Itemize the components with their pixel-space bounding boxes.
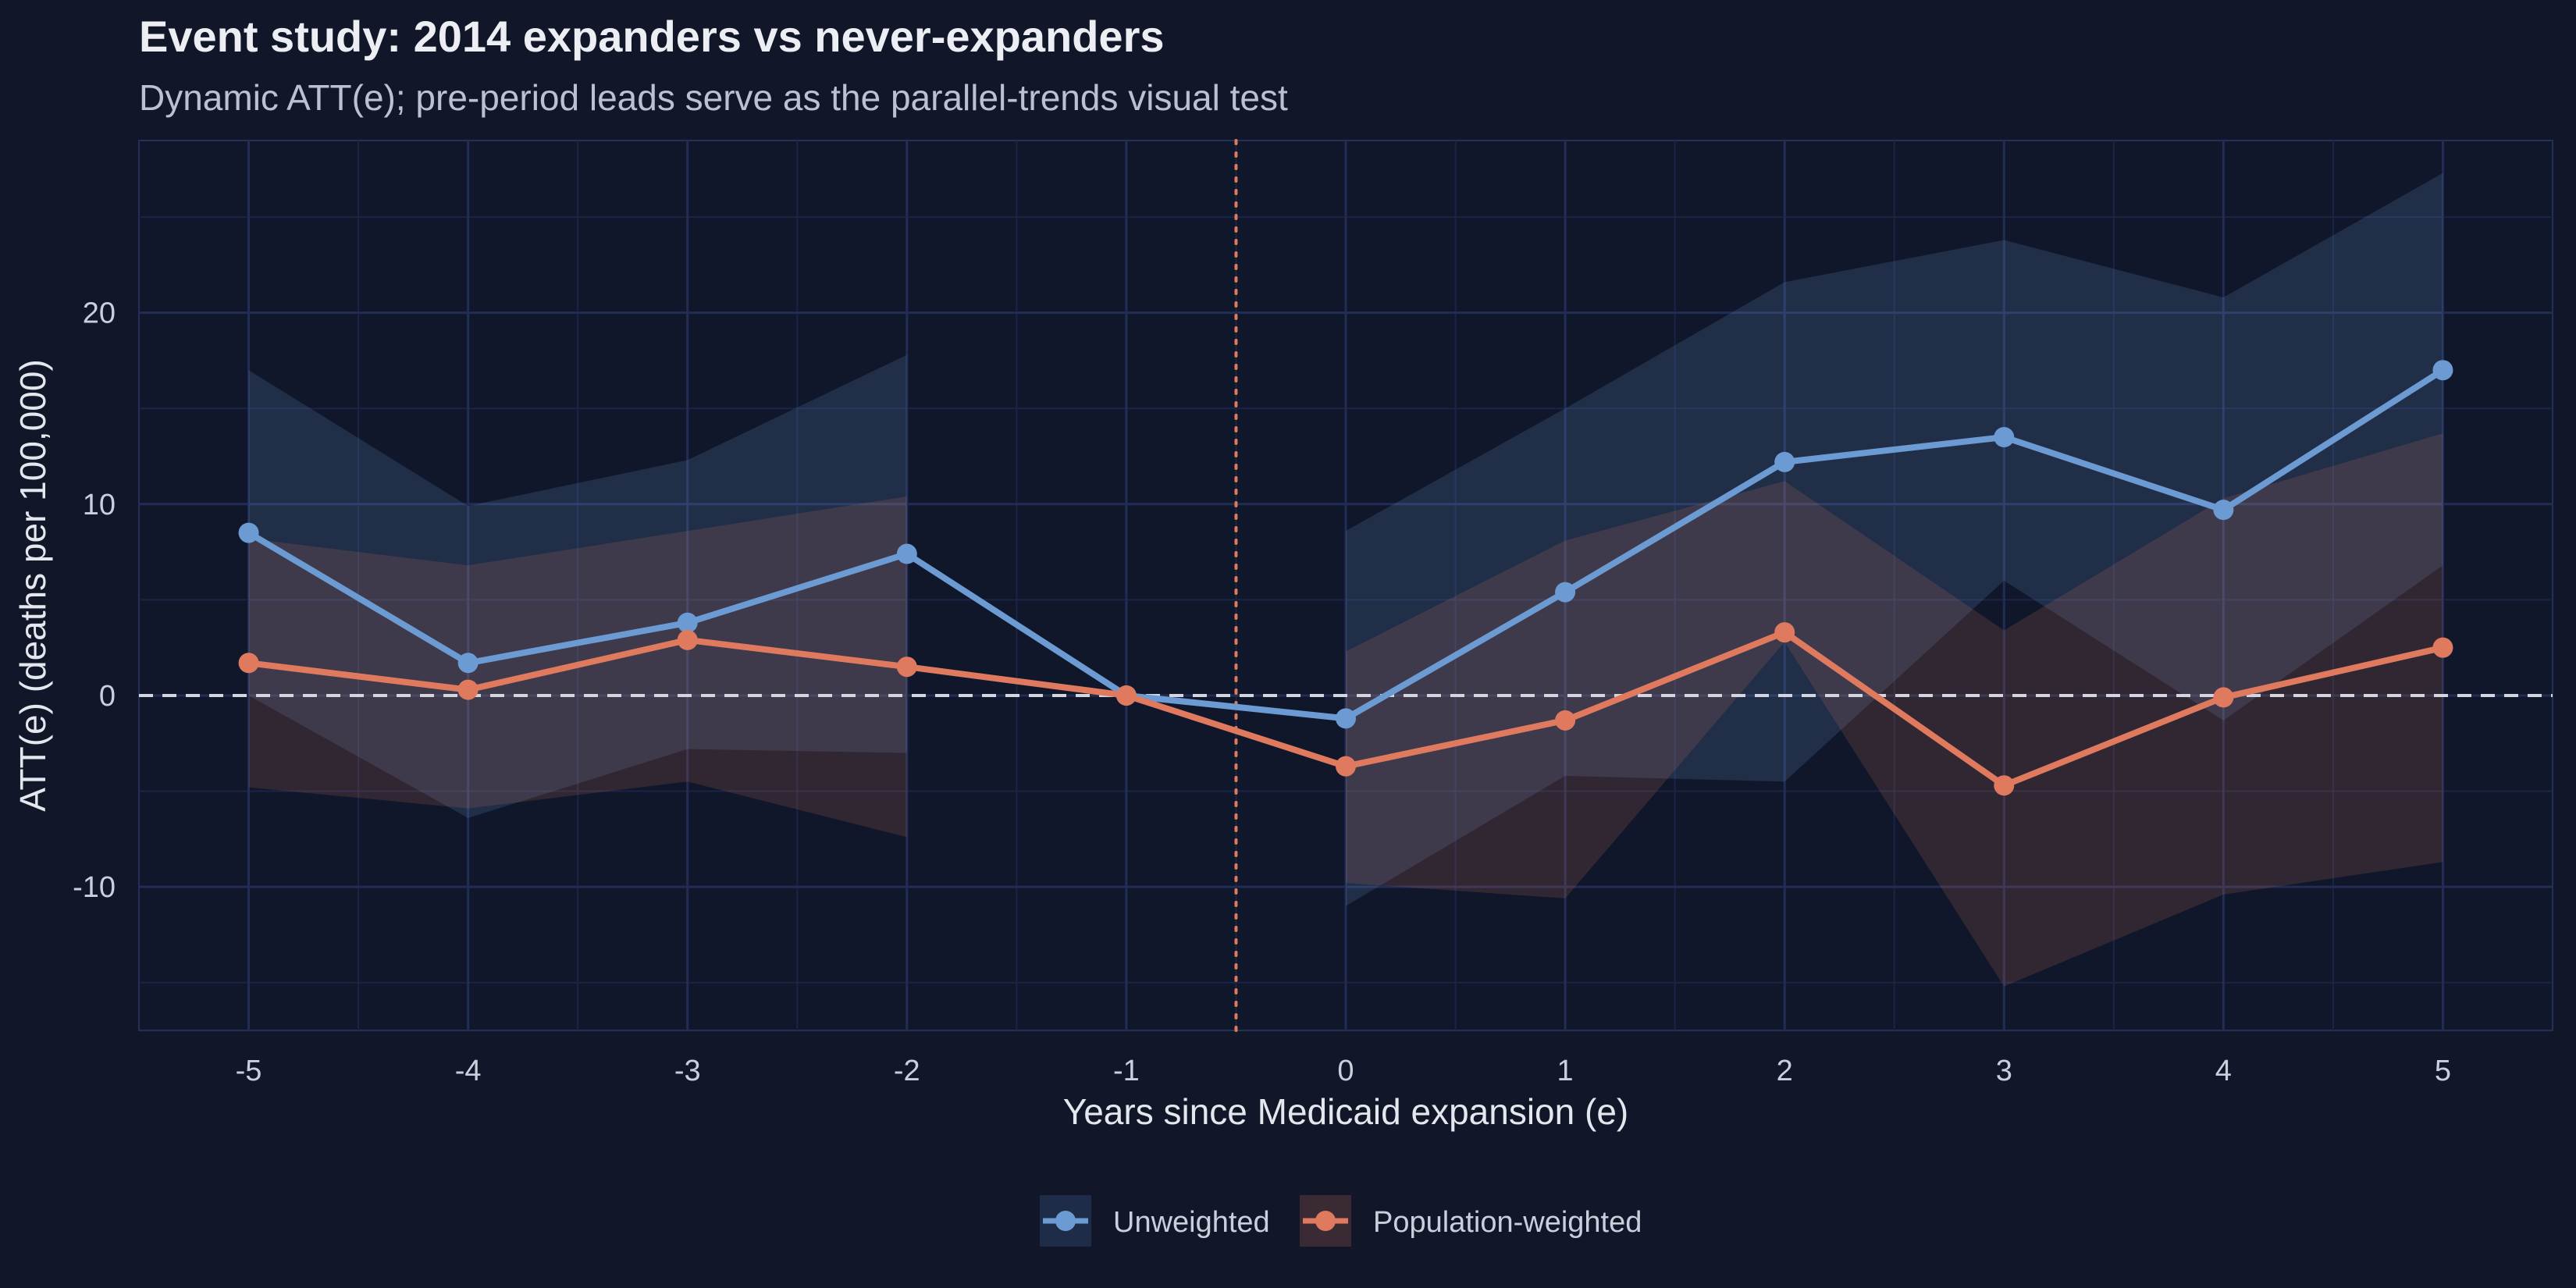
- legend-point-population-weighted: [1315, 1211, 1336, 1231]
- point-population-weighted: [1115, 685, 1137, 706]
- point-unweighted: [1336, 708, 1356, 729]
- point-unweighted: [238, 522, 259, 543]
- chart-subtitle: Dynamic ATT(e); pre-period leads serve a…: [139, 77, 1288, 118]
- point-population-weighted: [896, 656, 917, 678]
- point-unweighted: [2213, 500, 2234, 521]
- grid-minor: [139, 141, 2553, 1030]
- x-tick-label: 0: [1337, 1055, 1354, 1087]
- x-tick-label: -5: [236, 1055, 262, 1087]
- legend-item-population-weighted: Population-weighted: [1300, 1195, 1642, 1247]
- x-tick-label: 2: [1777, 1055, 1793, 1087]
- legend-point-unweighted: [1055, 1211, 1076, 1231]
- x-tick-label: -4: [455, 1055, 482, 1087]
- y-tick-label: 10: [83, 489, 116, 521]
- y-axis-title: ATT(e) (deaths per 100,000): [12, 359, 53, 812]
- y-tick-label: -10: [73, 871, 116, 904]
- ci-ribbon-unweighted-pre: [248, 354, 907, 818]
- point-population-weighted: [238, 653, 259, 674]
- legend: Unweighted Population-weighted: [1040, 1195, 1642, 1247]
- series-points: [238, 360, 2453, 796]
- x-tick-label: 3: [1996, 1055, 2012, 1087]
- legend-label-unweighted: Unweighted: [1113, 1206, 1270, 1239]
- chart-title: Event study: 2014 expanders vs never-exp…: [139, 12, 1165, 61]
- x-tick-labels: -5 -4 -3 -2 -1 0 1 2 3 4 5: [236, 1055, 2451, 1087]
- point-unweighted: [2432, 360, 2453, 381]
- point-unweighted: [1994, 427, 2015, 447]
- point-population-weighted: [2213, 687, 2234, 708]
- grid-major: [139, 141, 2553, 1030]
- y-tick-label: 20: [83, 297, 116, 330]
- legend-label-population-weighted: Population-weighted: [1373, 1206, 1642, 1239]
- point-population-weighted: [2432, 637, 2453, 658]
- x-tick-label: -3: [674, 1055, 701, 1087]
- y-tick-labels: -10 0 10 20: [73, 297, 116, 904]
- point-unweighted: [896, 543, 917, 564]
- x-axis-title: Years since Medicaid expansion (e): [1063, 1091, 1628, 1132]
- x-tick-label: -2: [894, 1055, 920, 1087]
- x-tick-label: -1: [1113, 1055, 1140, 1087]
- x-tick-label: 5: [2435, 1055, 2451, 1087]
- point-unweighted: [1555, 582, 1576, 603]
- point-population-weighted: [1555, 710, 1576, 731]
- x-tick-label: 1: [1557, 1055, 1574, 1087]
- point-population-weighted: [1336, 756, 1356, 777]
- point-population-weighted: [677, 629, 698, 650]
- point-unweighted: [457, 653, 479, 674]
- point-population-weighted: [1994, 775, 2015, 796]
- y-tick-label: 0: [99, 680, 116, 713]
- point-population-weighted: [457, 679, 479, 700]
- x-tick-label: 4: [2215, 1055, 2232, 1087]
- legend-item-unweighted: Unweighted: [1040, 1195, 1270, 1247]
- point-population-weighted: [1774, 622, 1795, 643]
- point-unweighted: [677, 612, 698, 633]
- ci-ribbon-unweighted-post: [1346, 173, 2443, 906]
- point-unweighted: [1774, 451, 1795, 472]
- reference-lines: [139, 139, 2553, 1032]
